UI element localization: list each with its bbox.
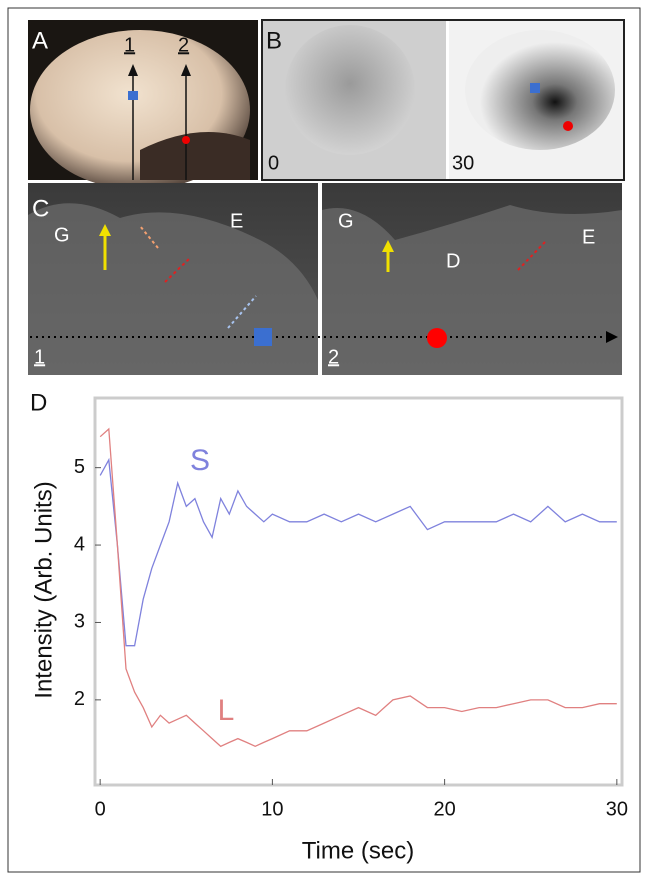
x-axis-title: Time (sec) xyxy=(302,837,414,864)
series-label: L xyxy=(218,694,235,727)
region-label: E xyxy=(230,210,243,232)
x-tick-label: 30 xyxy=(606,798,628,820)
y-tick-label: 4 xyxy=(74,533,85,555)
lens xyxy=(285,25,415,155)
marker-dot xyxy=(563,121,573,131)
marker-square xyxy=(128,91,138,100)
plot-frame xyxy=(93,396,624,787)
series-line xyxy=(99,457,617,647)
y-tick-label: 2 xyxy=(74,688,85,710)
arrow xyxy=(517,241,546,271)
series-line xyxy=(99,427,617,748)
region-label: E xyxy=(582,226,595,248)
arrowhead xyxy=(382,240,394,252)
panel-label: C xyxy=(32,195,49,222)
arrow xyxy=(139,225,159,249)
panel-a: A 1 2 xyxy=(28,20,258,190)
arrowhead xyxy=(181,64,191,76)
y-tick-label: 5 xyxy=(74,456,85,478)
tissue xyxy=(322,205,622,375)
series-label: S xyxy=(190,444,210,477)
x-tick-label: 10 xyxy=(261,798,283,820)
scan-label: 2 xyxy=(328,346,339,368)
marker-square xyxy=(254,328,272,346)
tissue xyxy=(28,203,318,375)
frame-label: 0 xyxy=(268,152,279,174)
marker-label: 2 xyxy=(178,34,189,56)
figure-border xyxy=(7,7,641,873)
marker-label: 1 xyxy=(124,34,135,56)
panel-label: D xyxy=(30,389,47,416)
region-label: G xyxy=(338,210,354,232)
scan-label: 1 xyxy=(34,346,45,368)
arrow xyxy=(227,295,257,329)
arrowhead xyxy=(128,64,138,76)
panel-b: B 0 30 xyxy=(261,19,625,181)
panel-label: A xyxy=(32,27,48,54)
marker-dot xyxy=(182,136,190,144)
panel-c: C G E 1 G D E 2 xyxy=(28,183,622,375)
arrowhead xyxy=(99,224,111,236)
x-tick-label: 0 xyxy=(95,798,106,820)
frame-label: 30 xyxy=(452,152,474,174)
region-label: D xyxy=(446,250,460,272)
region-label: G xyxy=(54,224,70,246)
shadow xyxy=(140,132,250,180)
arrowhead xyxy=(606,331,618,343)
y-tick-label: 3 xyxy=(74,611,85,633)
marker-dot xyxy=(427,328,447,348)
marker-square xyxy=(530,83,540,93)
y-axis-title: Intensity (Arb. Units) xyxy=(30,481,57,698)
panel-label: B xyxy=(266,27,282,54)
x-tick-label: 20 xyxy=(433,798,455,820)
